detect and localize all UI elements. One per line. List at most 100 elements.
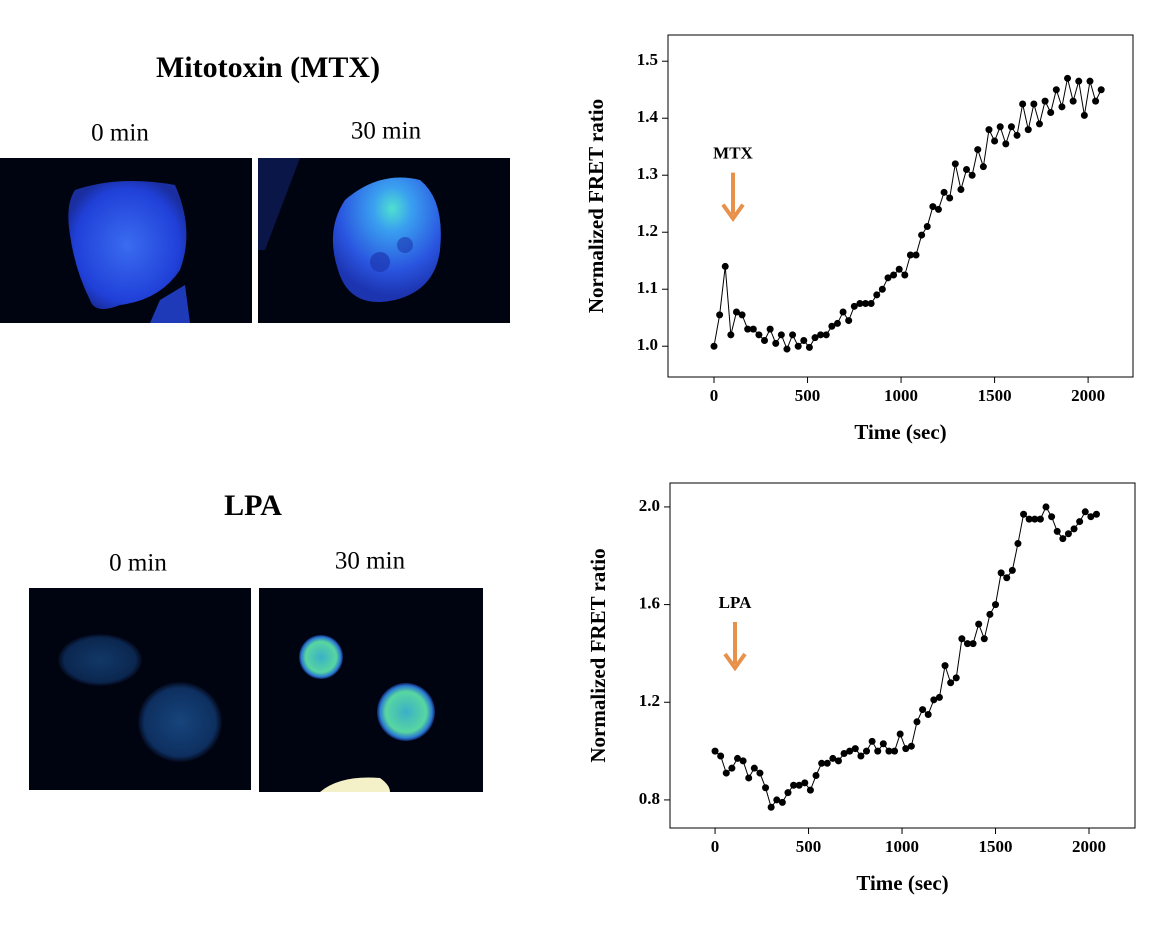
x-tick-label: 500 <box>795 386 821 405</box>
data-point <box>879 740 887 748</box>
data-point <box>717 752 725 760</box>
y-tick-label: 1.3 <box>637 164 658 183</box>
data-point <box>1097 86 1105 94</box>
panel-title: LPA <box>224 489 282 522</box>
data-point <box>822 331 830 339</box>
data-point <box>722 769 730 777</box>
data-point <box>895 265 903 273</box>
data-point <box>840 750 848 758</box>
data-point <box>968 171 976 179</box>
data-point <box>1002 140 1010 148</box>
cell <box>320 777 390 792</box>
data-point <box>789 331 797 339</box>
cell <box>332 177 441 302</box>
image-label: 0 min <box>109 550 167 577</box>
vacuole <box>397 237 413 253</box>
data-point <box>790 781 798 789</box>
data-point <box>891 747 899 755</box>
y-tick-label: 1.5 <box>637 50 658 69</box>
cell <box>58 634 142 686</box>
data-point <box>991 137 999 145</box>
data-point <box>1064 74 1072 82</box>
data-point <box>974 146 982 154</box>
data-point <box>856 299 864 307</box>
x-axis-label: Time (sec) <box>854 420 946 444</box>
data-point <box>923 223 931 231</box>
x-tick-label: 1500 <box>979 837 1013 856</box>
cell <box>377 683 435 741</box>
data-point <box>913 718 921 726</box>
data-point <box>794 342 802 350</box>
data-point <box>992 601 1000 609</box>
y-tick-label: 0.8 <box>639 789 660 808</box>
cell <box>138 682 222 762</box>
data-point <box>1064 530 1072 538</box>
y-tick-label: 1.1 <box>637 278 658 297</box>
annotation: MTX <box>713 144 753 163</box>
data-point <box>902 745 910 753</box>
y-tick-label: 1.6 <box>639 593 660 612</box>
data-point <box>812 772 820 780</box>
y-axis-label: Normalized FRET ratio <box>586 548 610 762</box>
data-point <box>733 754 741 762</box>
data-point <box>1075 77 1083 85</box>
data-point <box>1007 123 1015 131</box>
data-point <box>850 302 858 310</box>
data-point <box>946 194 954 202</box>
image-label: 30 min <box>335 548 406 575</box>
data-point <box>986 610 994 618</box>
data-point <box>863 747 871 755</box>
data-point <box>874 747 882 755</box>
data-point <box>756 769 764 777</box>
data-point <box>773 796 781 804</box>
panel-title: Mitotoxin (MTX) <box>156 51 380 84</box>
data-point <box>767 803 775 811</box>
data-point <box>1020 510 1028 518</box>
data-point <box>739 757 747 765</box>
data-point <box>744 325 752 333</box>
y-tick-label: 1.4 <box>637 107 659 126</box>
cell <box>299 635 343 679</box>
data-point <box>918 231 926 239</box>
data-point <box>1031 515 1039 523</box>
data-point <box>1058 103 1066 111</box>
annotation: LPA <box>719 593 752 612</box>
data-point <box>755 331 763 339</box>
x-tick-label: 500 <box>796 837 822 856</box>
data-point <box>800 337 808 345</box>
image-lpa-30 <box>259 588 483 792</box>
data-line <box>714 505 1097 809</box>
data-point <box>906 251 914 259</box>
data-point <box>947 679 955 687</box>
data-point <box>1048 513 1056 521</box>
data-point <box>846 747 854 755</box>
image-label: 30 min <box>351 118 422 145</box>
data-point <box>1052 86 1060 94</box>
data-point <box>1059 535 1067 543</box>
data-point <box>1069 97 1077 105</box>
data-point <box>1019 100 1027 108</box>
data-point <box>834 757 842 765</box>
data-point <box>997 569 1005 577</box>
data-point <box>885 747 893 755</box>
image-lpa-0 <box>29 588 251 790</box>
data-point <box>721 262 729 270</box>
data-point <box>941 662 949 670</box>
data-point <box>1076 518 1084 526</box>
data-point <box>801 779 809 787</box>
data-point <box>884 274 892 282</box>
data-point <box>745 774 753 782</box>
y-axis-label: Normalized FRET ratio <box>584 99 608 313</box>
data-point <box>907 742 915 750</box>
data-point <box>783 345 791 353</box>
x-tick-label: 0 <box>710 386 719 405</box>
x-tick-label: 1500 <box>978 386 1012 405</box>
data-point <box>996 123 1004 131</box>
cell <box>68 181 187 309</box>
data-point <box>979 163 987 171</box>
x-tick-label: 2000 <box>1072 837 1106 856</box>
data-point <box>1003 574 1011 582</box>
data-point <box>912 251 920 259</box>
y-tick-label: 1.2 <box>639 691 660 710</box>
